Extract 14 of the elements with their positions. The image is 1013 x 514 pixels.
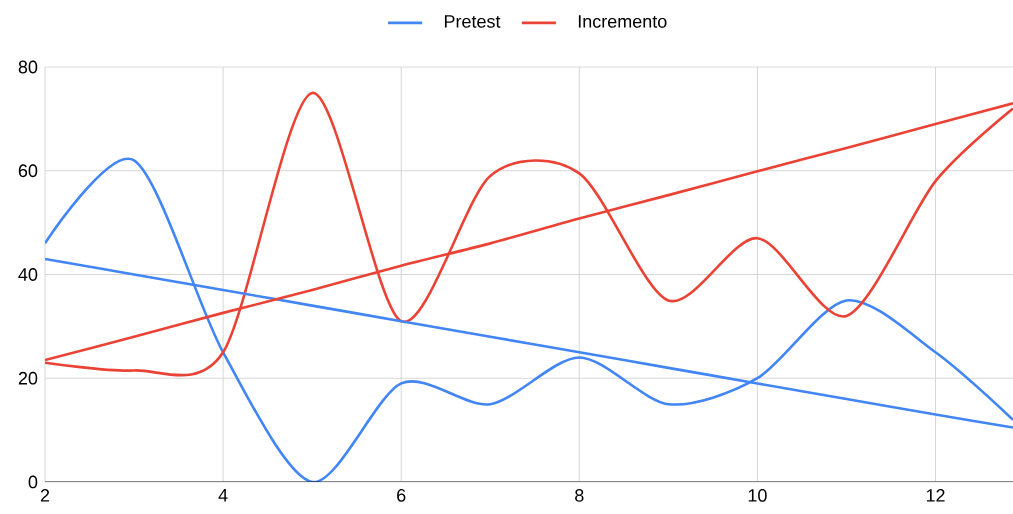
x-tick-label: 4 <box>218 489 228 502</box>
legend-label: Incremento <box>578 15 667 28</box>
legend-label: Pretest <box>444 15 501 28</box>
x-tick-label: 8 <box>575 489 584 502</box>
y-tick-label: 20 <box>18 371 38 385</box>
x-tick-label: 10 <box>748 489 767 502</box>
x-tick-label: 2 <box>40 489 50 502</box>
line-series <box>45 159 1013 482</box>
y-tick-label: 0 <box>28 475 38 489</box>
y-tick-label: 40 <box>18 268 38 281</box>
x-tick-label: 12 <box>926 489 945 502</box>
y-tick-label: 60 <box>18 164 38 178</box>
y-tick-label: 80 <box>18 60 38 74</box>
x-tick-label: 6 <box>397 489 406 502</box>
